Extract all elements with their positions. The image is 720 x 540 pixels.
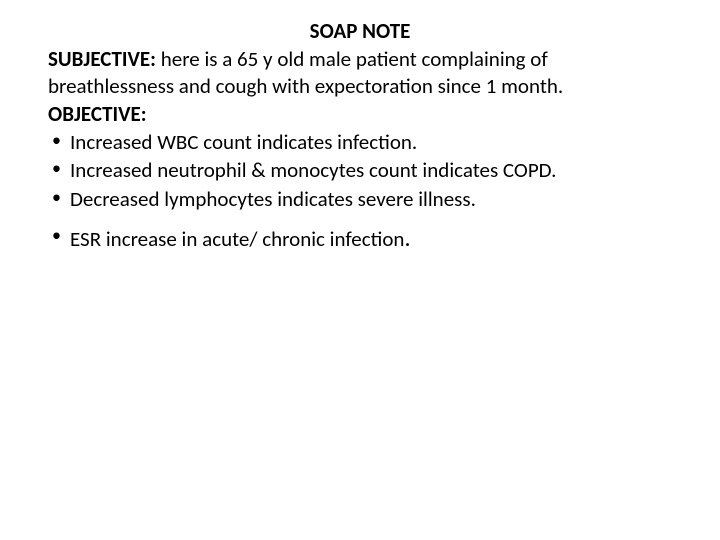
- list-item: Decreased lymphocytes indicates severe i…: [48, 185, 672, 213]
- objective-label: OBJECTIVE:: [48, 101, 147, 127]
- list-item: ESR increase in acute/ chronic infection…: [48, 223, 672, 255]
- objective-section: OBJECTIVE:: [48, 101, 672, 128]
- bullet-text: ESR increase in acute/ chronic infection: [70, 226, 404, 252]
- list-item: Increased neutrophil & monocytes count i…: [48, 156, 672, 184]
- trailing-period: .: [404, 224, 410, 253]
- subjective-label: SUBJECTIVE:: [48, 46, 156, 72]
- objective-bullets-1: Increased WBC count indicates infection.…: [48, 128, 672, 213]
- note-title: SOAP NOTE: [48, 18, 672, 44]
- objective-bullets-2: ESR increase in acute/ chronic infection…: [48, 223, 672, 255]
- list-item: Increased WBC count indicates infection.: [48, 128, 672, 156]
- spacer: [48, 213, 672, 223]
- subjective-section: SUBJECTIVE: here is a 65 y old male pati…: [48, 46, 672, 101]
